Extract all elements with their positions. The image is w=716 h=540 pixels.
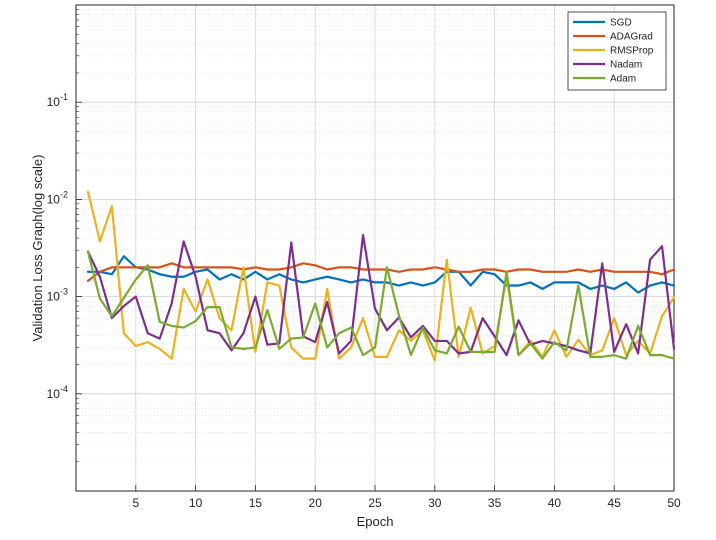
legend: SGD ADAGrad RMSProp Nadam Adam (567, 11, 667, 91)
y-tick-label: 10-4 (47, 384, 68, 401)
x-tick-label: 25 (368, 496, 382, 510)
y-tick-label: 10-2 (47, 189, 68, 206)
x-tick-label: 50 (667, 496, 681, 510)
y-tick-label: 10-3 (47, 287, 68, 304)
series-line-adagrad (86, 262, 676, 283)
x-tick-label: 30 (428, 496, 442, 510)
x-tick-label: 20 (309, 496, 323, 510)
legend-label-adam: Adam (610, 74, 636, 85)
series-line-sgd (86, 255, 676, 294)
x-tick-label: 45 (608, 496, 622, 510)
tick-layer: 5 10 15 20 25 30 35 40 45 50 10-1 10-2 10-3 10-4 (47, 4, 681, 510)
y-axis-label: Validation Loss Graph(log scale) (30, 155, 45, 342)
legend-label-rmsprop: RMSProp (610, 46, 654, 57)
label-layer: Epoch Validation Loss Graph(log scale) (30, 155, 393, 529)
x-tick-label: 5 (132, 496, 139, 510)
series-layer (86, 190, 676, 362)
x-tick-label: 10 (189, 496, 203, 510)
series-line-adam (86, 250, 676, 360)
series-line-rmsprop (86, 190, 676, 362)
legend-label-sgd: SGD (610, 18, 632, 29)
y-tick-label: 10-1 (47, 92, 68, 109)
series-line-nadam (86, 233, 676, 357)
x-tick-label: 35 (488, 496, 502, 510)
x-tick-label: 40 (548, 496, 562, 510)
legend-label-nadam: Nadam (610, 60, 642, 71)
x-axis-label: Epoch (357, 514, 394, 529)
x-tick-label: 15 (249, 496, 263, 510)
legend-label-adagrad: ADAGrad (610, 32, 653, 43)
